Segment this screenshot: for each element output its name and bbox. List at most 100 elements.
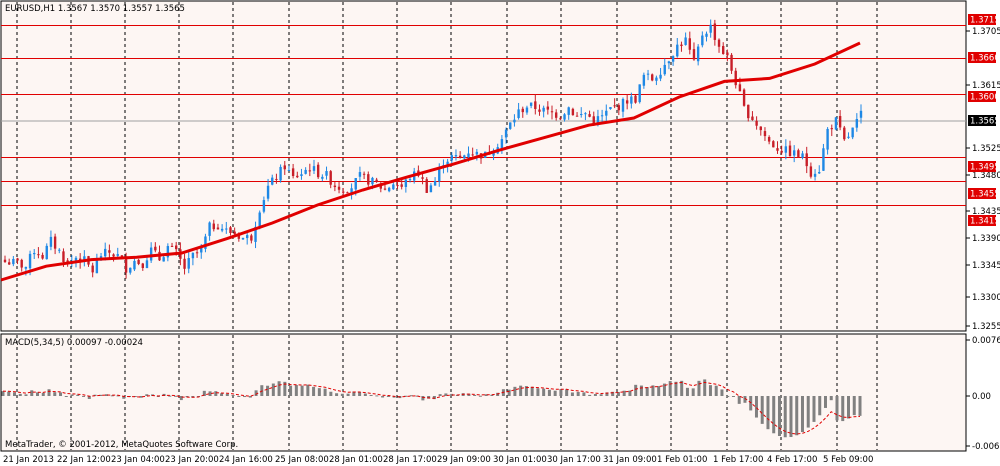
histogram-bar bbox=[36, 392, 40, 396]
candle-body bbox=[262, 200, 266, 212]
candle-body bbox=[62, 251, 65, 263]
candle-body bbox=[12, 258, 15, 265]
candle-body bbox=[446, 161, 449, 166]
histogram-bar bbox=[714, 385, 718, 396]
candle-body bbox=[358, 172, 362, 177]
level-tag-label: 1.3415 bbox=[970, 217, 1000, 227]
candle-body bbox=[563, 114, 566, 120]
candle-body bbox=[471, 154, 474, 156]
candle-body bbox=[667, 61, 671, 64]
candle-body bbox=[529, 102, 533, 106]
candle-body bbox=[663, 64, 666, 75]
candle-body bbox=[296, 175, 299, 178]
candle-body bbox=[371, 177, 374, 185]
candle-body bbox=[58, 249, 61, 251]
candle-body bbox=[625, 100, 629, 104]
histogram-bar bbox=[743, 396, 747, 403]
indicator-axis-label: -0.00665 bbox=[972, 442, 1000, 452]
histogram-bar bbox=[283, 381, 287, 396]
indicator-axis: 0.00762 0.00 -0.00665 bbox=[966, 336, 1000, 452]
candle-body bbox=[813, 173, 817, 177]
histogram-bar bbox=[18, 393, 22, 396]
candle-body bbox=[308, 170, 312, 172]
candle-body bbox=[33, 252, 36, 255]
candle-body bbox=[805, 153, 808, 167]
candle-body bbox=[53, 236, 57, 249]
candle-body bbox=[521, 108, 524, 113]
candle-body bbox=[659, 74, 662, 79]
histogram-bar bbox=[599, 394, 603, 396]
histogram-bar bbox=[248, 396, 252, 398]
price-axis-label: 1.3300 bbox=[972, 293, 1000, 303]
time-axis-label: 25 Jan 08:00 bbox=[275, 455, 329, 465]
indicator-label: MACD(5,34,5) 0.00097 -0.00024 bbox=[5, 338, 143, 348]
candle-body bbox=[245, 235, 249, 239]
time-axis-label: 1 Feb 17:00 bbox=[713, 455, 763, 465]
candle-body bbox=[74, 257, 78, 262]
horizontal-levels[interactable] bbox=[1, 25, 966, 206]
candle-body bbox=[170, 245, 174, 247]
candle-body bbox=[279, 166, 282, 181]
histogram-bar bbox=[766, 396, 770, 430]
time-axis-label: 24 Jan 16:00 bbox=[219, 455, 273, 465]
candle-body bbox=[408, 179, 412, 181]
candle-body bbox=[584, 113, 587, 115]
indicator-axis-label: 0.00762 bbox=[972, 336, 1000, 346]
candle-body bbox=[772, 141, 775, 148]
current-price-tag bbox=[968, 115, 996, 126]
price-axis-label: 1.3615 bbox=[972, 81, 1000, 91]
histogram-bar bbox=[294, 385, 298, 396]
level-tag-label: 1.3495 bbox=[970, 163, 1000, 173]
histogram-bar bbox=[818, 396, 822, 416]
candle-body bbox=[722, 46, 725, 54]
histogram-bar bbox=[720, 389, 724, 396]
candle-body bbox=[513, 119, 516, 123]
candle-body bbox=[312, 166, 316, 171]
histogram-bar bbox=[277, 381, 281, 396]
candle-body bbox=[325, 171, 328, 176]
histogram-bar bbox=[271, 383, 275, 396]
histogram-bar bbox=[59, 392, 63, 396]
candle-body bbox=[538, 109, 541, 112]
histogram-bar bbox=[530, 386, 534, 396]
candle-body bbox=[112, 254, 115, 257]
candle-body bbox=[646, 73, 650, 75]
candle-body bbox=[467, 153, 470, 158]
candle-body bbox=[747, 104, 750, 119]
candle-body bbox=[780, 150, 783, 153]
indicator-axis-label: 0.00 bbox=[972, 392, 991, 402]
histogram-bar bbox=[254, 390, 258, 396]
level-tag bbox=[968, 91, 996, 102]
candle-body bbox=[354, 178, 357, 190]
candle-body bbox=[392, 184, 395, 190]
candle-body bbox=[195, 252, 199, 254]
candle-body bbox=[617, 105, 621, 111]
candle-body bbox=[3, 259, 7, 263]
candle-body bbox=[329, 171, 332, 185]
price-axis-label: 1.3255 bbox=[972, 322, 1000, 332]
candle-body bbox=[383, 188, 387, 190]
candle-body bbox=[767, 137, 771, 142]
price-pane[interactable] bbox=[0, 0, 967, 332]
histogram-bar bbox=[582, 392, 586, 396]
candle-body bbox=[834, 117, 838, 130]
candle-body bbox=[220, 228, 224, 231]
histogram-bar bbox=[47, 389, 51, 396]
candle-body bbox=[266, 185, 270, 199]
indicator-pane[interactable] bbox=[0, 333, 967, 452]
level-tags: 1.3715 1.3660 1.3600 1.3495 1.3455 1.341… bbox=[968, 14, 1000, 227]
candle-body bbox=[855, 119, 859, 128]
histogram-bar bbox=[41, 392, 45, 396]
candle-body bbox=[734, 70, 737, 86]
time-axis-label: 23 Jan 20:00 bbox=[165, 455, 219, 465]
candle-body bbox=[275, 178, 278, 180]
candle-body bbox=[818, 172, 821, 174]
histogram-bar bbox=[24, 394, 28, 396]
histogram-bar bbox=[754, 396, 758, 418]
candle-body bbox=[776, 148, 779, 151]
histogram-bar bbox=[375, 395, 379, 397]
candle-body bbox=[550, 111, 554, 113]
histogram-bar bbox=[231, 394, 235, 396]
candle-body bbox=[588, 114, 591, 117]
